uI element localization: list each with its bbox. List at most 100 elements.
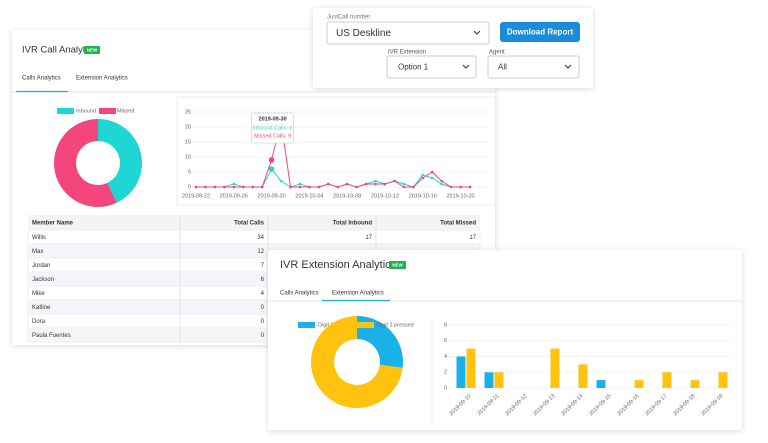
badge: NEW [87,48,98,53]
table-row-bg [27,229,481,245]
y-tick-label: 20 [185,124,191,130]
table-cell: 0 [261,305,265,311]
table-cell: 17 [365,235,372,241]
chart-box [176,96,496,206]
pie-slice [357,316,403,368]
point [364,182,368,186]
point [289,185,292,189]
y-tick-label: 6 [444,338,447,344]
point [345,182,349,186]
chevron [462,64,470,69]
table-cell: 34 [257,235,264,241]
legend-swatch [99,108,116,114]
table-cell: 7 [261,263,265,269]
point [374,182,377,186]
point [213,185,217,189]
point [430,170,434,174]
legend-label: Digit 2 pressed [377,322,414,328]
point [468,185,472,189]
table-cell: 12 [257,249,264,255]
y-tick-label: 4 [444,354,447,360]
table-cell: 0 [261,319,265,325]
number-select[interactable] [326,21,490,45]
table-cell: 4 [261,291,265,297]
column-header: Total Missed [440,221,476,227]
point [412,185,415,189]
x-tick-label: 2019-09-30 [258,193,286,199]
y-tick-label: 10 [185,154,191,160]
point [402,185,406,189]
point [260,185,264,189]
pie-slice [54,119,117,208]
chevron [473,30,481,35]
filter-panel: JustCall number US Deskline Download Rep… [313,8,593,88]
bar [466,348,476,388]
x-tick-label: 2019-10-08 [333,193,361,199]
badge-bg [84,46,100,54]
tab[interactable]: Calls Analytics [22,76,61,82]
point [459,185,462,189]
table-cell: 17 [469,235,476,241]
table-header-bg [28,215,480,230]
bar [718,372,728,388]
bar [484,372,494,388]
table-cell: Paula Fuentes [32,333,71,339]
point [317,185,321,189]
point [279,179,283,183]
column-header: Total Calls [234,221,265,227]
point [232,185,236,189]
legend-label: Missed [117,108,134,114]
point [251,185,254,189]
x-tick-label: 2019-10-04 [295,193,323,199]
bar [550,348,560,388]
y-tick-label: 5 [188,169,191,175]
tab[interactable]: Extension Analytics [332,291,384,297]
table-cell: Katline [32,305,51,311]
x-tick-label: 2019-09-22 [182,193,210,199]
tab[interactable]: Extension Analytics [76,76,128,82]
y-tick-label: 0 [444,385,447,391]
legend-swatch [298,322,315,328]
point [308,185,311,189]
point [298,182,302,186]
extension-select[interactable] [386,55,477,79]
table-cell: Mike [32,291,45,297]
table-cell: Max [32,249,43,255]
point [268,157,275,163]
chevron [564,64,572,69]
point [421,176,425,180]
point [393,179,396,183]
field-label: JustCall number [327,15,370,21]
point [298,185,302,189]
table-cell: 6 [261,277,265,283]
point [430,176,434,180]
y-tick-label: 2 [444,370,447,376]
y-tick-label: 25 [185,109,191,115]
x-tick-label: 2019-10-20 [446,193,474,199]
bar [690,380,700,388]
download-button[interactable] [500,22,580,42]
table-cell: Jackson [32,277,54,283]
point [223,185,226,189]
bar [662,372,672,388]
tab[interactable]: Calls Analytics [280,291,319,297]
extension-panel: IVR Extension Analytics NEW Calls Analyt… [268,250,742,430]
badge: NEW [392,263,403,268]
point [440,182,443,186]
pie-slice [98,119,142,203]
select-value: All [498,63,507,72]
point [383,182,387,186]
button-label: Download Report [507,28,574,37]
point [421,173,425,177]
bar [596,380,606,388]
point [194,185,198,189]
select-value: US Deskline [336,28,391,39]
legend-label: Inbound [76,108,96,114]
agent-select[interactable] [487,55,580,79]
point [355,185,358,189]
point [268,166,275,172]
select-value: Option 1 [398,63,429,72]
table-cell: Willis [32,235,46,241]
pie-slice [311,316,403,409]
